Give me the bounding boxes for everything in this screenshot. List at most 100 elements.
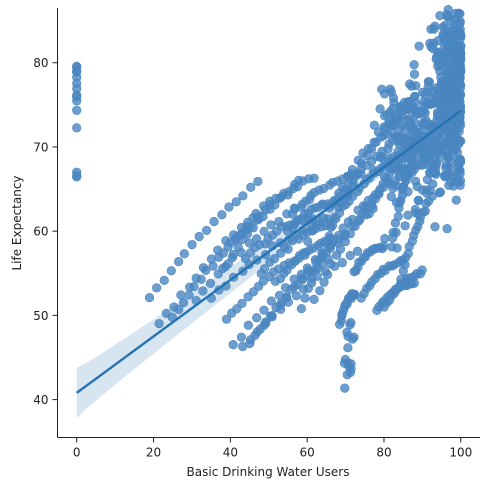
data-point (454, 92, 465, 102)
data-point (345, 320, 355, 330)
data-point (72, 167, 82, 177)
data-point (378, 131, 388, 141)
data-point (405, 114, 415, 124)
data-point (303, 283, 314, 294)
data-point (376, 151, 386, 162)
data-point (246, 182, 256, 192)
data-point (187, 239, 197, 250)
data-point (334, 230, 344, 241)
data-point (432, 115, 442, 126)
data-point (218, 248, 228, 258)
data-point (410, 204, 420, 215)
data-point (237, 228, 247, 239)
data-point (431, 148, 441, 158)
data-point (413, 195, 424, 205)
data-point (411, 176, 421, 186)
data-point (309, 294, 319, 304)
data-point (455, 44, 465, 55)
data-point (266, 220, 276, 230)
data-point (337, 257, 347, 268)
data-point (194, 231, 204, 242)
axes (57, 8, 480, 438)
data-point (231, 197, 241, 207)
x-tick-label: 80 (376, 446, 391, 460)
data-point (391, 198, 402, 208)
y-axis-label: Life Expectancy (10, 175, 24, 270)
data-point (307, 273, 317, 284)
data-point (152, 283, 162, 293)
data-point (442, 223, 452, 234)
data-point (375, 104, 385, 114)
data-point (403, 210, 413, 220)
data-point (396, 274, 406, 285)
data-point (242, 221, 252, 231)
data-point (224, 202, 234, 212)
data-point (386, 164, 397, 174)
data-point (300, 293, 310, 303)
data-point (340, 383, 350, 393)
data-point (386, 120, 396, 130)
x-tick-label: 0 (73, 446, 81, 460)
data-point (425, 122, 436, 132)
data-point (184, 290, 194, 300)
data-point (236, 332, 246, 342)
data-point (397, 185, 407, 195)
data-point (437, 104, 447, 114)
x-tick-label: 100 (449, 446, 472, 460)
data-point (209, 216, 219, 227)
data-point (438, 77, 449, 87)
data-point (369, 120, 380, 130)
data-point (322, 247, 332, 257)
data-point (72, 123, 82, 133)
data-point (159, 275, 169, 285)
y-tick-label: 70 (33, 140, 48, 154)
data-point (450, 176, 460, 187)
data-point (144, 292, 155, 303)
data-point (228, 249, 238, 260)
data-point (350, 289, 360, 299)
data-point (363, 143, 374, 154)
data-point (451, 195, 461, 205)
data-point (269, 254, 280, 264)
data-point (221, 314, 232, 324)
data-point (310, 265, 320, 275)
data-point (360, 202, 370, 212)
data-point (253, 176, 263, 187)
data-point (392, 243, 402, 253)
data-point (325, 259, 336, 269)
data-point (259, 226, 269, 236)
data-point (384, 139, 394, 149)
data-point (352, 246, 363, 256)
data-point (401, 164, 412, 174)
data-point (446, 156, 456, 167)
data-point (265, 200, 275, 210)
data-point (326, 222, 336, 232)
data-point (369, 137, 379, 147)
data-point (455, 169, 465, 179)
data-point (292, 182, 303, 192)
data-point (233, 242, 243, 252)
data-point (307, 226, 317, 236)
data-point (266, 296, 276, 306)
data-point (205, 278, 216, 289)
data-point (417, 265, 427, 275)
data-point (423, 82, 433, 92)
data-point (430, 21, 440, 31)
data-point (345, 250, 355, 261)
data-point (422, 185, 432, 195)
data-point (428, 44, 438, 54)
data-point (421, 140, 431, 150)
data-point (345, 229, 355, 239)
data-point (196, 274, 206, 284)
y-tick-label: 80 (33, 56, 48, 70)
data-point (250, 330, 260, 340)
data-point (201, 225, 212, 236)
x-tick-label: 20 (146, 446, 161, 460)
x-ticks: 0 20 40 60 80 100 (73, 437, 472, 460)
data-point (346, 359, 356, 369)
data-point (241, 254, 251, 264)
x-axis-label: Basic Drinking Water Users (187, 465, 350, 479)
data-point (419, 100, 429, 110)
data-point (436, 61, 446, 71)
